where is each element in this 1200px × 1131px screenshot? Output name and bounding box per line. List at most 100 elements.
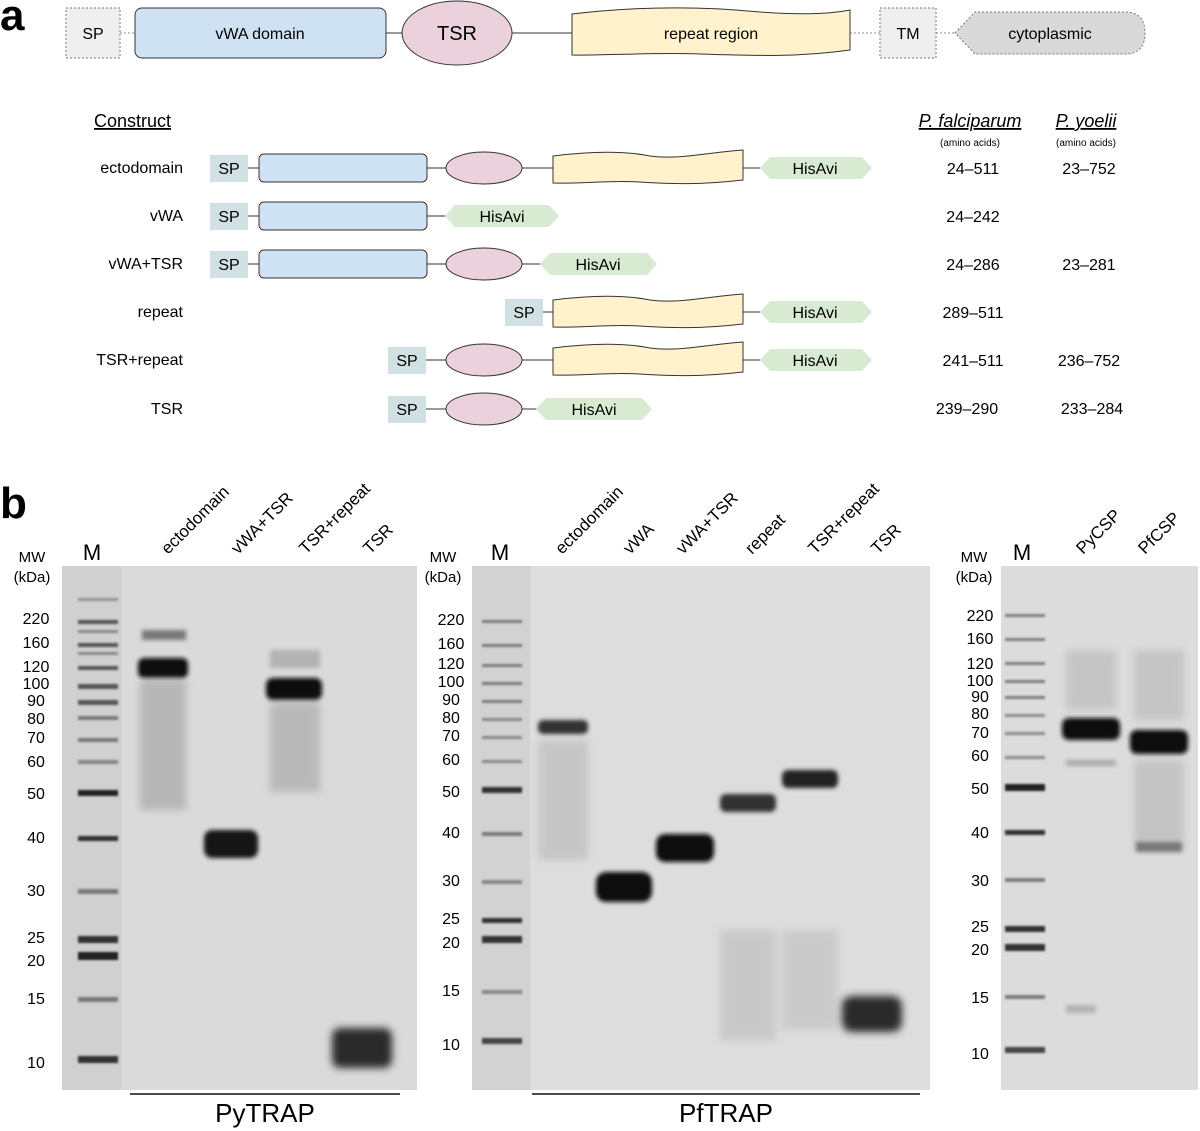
mw-tick: 30 [27, 883, 45, 900]
tsr-block [445, 151, 523, 185]
construct-name: vWA+TSR [108, 256, 183, 273]
construct-row-repeat: repeat SP HisAvi 289–511 [138, 293, 1004, 329]
construct-name: ectodomain [100, 160, 183, 177]
marker-bands [78, 598, 118, 1063]
pf-range: 24–242 [946, 209, 999, 226]
repeat-block [552, 293, 744, 329]
mw-tick: 40 [27, 830, 45, 847]
hisavi-tag-label: HisAvi [479, 209, 524, 226]
sp-tag-label: SP [396, 353, 417, 370]
sample-bands [138, 630, 392, 1068]
pf-range: 241–511 [942, 353, 1003, 370]
mw-tick: 30 [442, 873, 460, 890]
repeat-region-label: repeat region [664, 26, 758, 43]
mw-tick: 25 [442, 911, 460, 928]
repeat-block [552, 341, 744, 377]
pf-range: 289–511 [942, 305, 1003, 322]
sample-bands [1062, 650, 1188, 1013]
mw-tick: 15 [971, 990, 989, 1007]
mw-tick: 80 [27, 711, 45, 728]
mw-label: MW [430, 549, 457, 566]
gel-title: PfTRAP [679, 1098, 773, 1128]
mw-tick: 160 [23, 635, 50, 652]
mw-tick: 20 [442, 935, 460, 952]
mw-tick: 10 [442, 1037, 460, 1054]
sp-tag [210, 155, 248, 182]
vwa-block [258, 249, 428, 279]
hisavi-tag [540, 253, 657, 275]
mw-tick: 160 [438, 636, 465, 653]
mw-ticks: 220 160 120 100 90 80 70 60 50 40 30 25 … [23, 611, 50, 1072]
mw-tick: 90 [971, 689, 989, 706]
lane-label: PfCSP [1134, 508, 1184, 558]
mw-tick: 120 [438, 656, 465, 673]
mw-label: MW [19, 549, 46, 566]
lane-label: vWA [619, 519, 658, 558]
sp-tag [388, 396, 426, 423]
py-aa-note: (amino acids) [1056, 138, 1116, 149]
tsr-block [445, 343, 523, 377]
repeat-region [571, 7, 851, 56]
marker-lane-label: M [1013, 540, 1031, 565]
py-range: 233–284 [1061, 401, 1123, 418]
sample-bands [538, 720, 902, 1040]
construct-row-vwa: vWA SP HisAvi 24–242 [150, 201, 1000, 231]
mw-tick: 100 [23, 676, 50, 693]
sp-tag [388, 347, 426, 374]
vwa-block [258, 153, 428, 183]
sp-tag [505, 299, 543, 326]
vwa-block [258, 201, 428, 231]
mw-tick: 60 [442, 752, 460, 769]
hisavi-tag-label: HisAvi [792, 161, 837, 178]
hisavi-tag [536, 398, 652, 420]
mw-tick: 120 [967, 656, 994, 673]
sp-tag-label: SP [396, 402, 417, 419]
construct-row-tsr: TSR SP HisAvi 239–290 233–284 [151, 392, 1123, 426]
mw-unit-label: (kDa) [425, 569, 462, 586]
hisavi-tag-label: HisAvi [571, 402, 616, 419]
mw-tick: 120 [23, 659, 50, 676]
marker-bands [1005, 614, 1045, 1053]
repeat-block [552, 149, 744, 185]
tsr-block [445, 392, 523, 426]
construct-name: vWA [150, 208, 184, 225]
lane-label: ectodomain [157, 482, 233, 558]
construct-header: Construct [94, 111, 171, 131]
domain-architecture: SP vWA domain TSR repeat region TM cytop… [65, 0, 1146, 66]
mw-ticks: 220 160 120 100 90 80 70 60 50 40 30 25 … [967, 608, 994, 1063]
mw-unit-label: (kDa) [14, 569, 51, 586]
lane-label: PyCSP [1072, 506, 1124, 558]
py-range: 23–752 [1062, 161, 1115, 178]
lane-label: TSR [867, 520, 904, 557]
construct-name: TSR+repeat [96, 352, 183, 369]
mw-tick: 70 [971, 725, 989, 742]
mw-tick: 60 [971, 748, 989, 765]
mw-tick: 90 [27, 693, 45, 710]
py-header: P. yoelii [1056, 111, 1118, 131]
lane-label: vWA+TSR [672, 488, 741, 557]
py-range: 236–752 [1058, 353, 1120, 370]
sp-domain-label: SP [82, 26, 103, 43]
gel-pytrap: MW (kDa) M ectodomain vWA+TSR TSR+repeat… [14, 479, 417, 1128]
mw-tick: 15 [442, 983, 460, 1000]
tm-domain-label: TM [896, 26, 919, 43]
mw-tick: 10 [971, 1046, 989, 1063]
marker-lane-label: M [491, 540, 509, 565]
mw-tick: 20 [971, 942, 989, 959]
hisavi-tag-label: HisAvi [792, 305, 837, 322]
sp-tag-label: SP [218, 161, 239, 178]
mw-tick: 40 [971, 825, 989, 842]
gel-csp: MW (kDa) M PyCSP PfCSP 220 160 120 100 9… [956, 506, 1198, 1090]
mw-tick: 25 [27, 930, 45, 947]
lane-label: ectodomain [551, 482, 627, 558]
construct-name: repeat [138, 304, 184, 321]
mw-tick: 220 [438, 612, 465, 629]
py-range: 23–281 [1062, 257, 1115, 274]
marker-bands [482, 620, 522, 1044]
mw-label: MW [961, 549, 988, 566]
sp-tag-label: SP [513, 305, 534, 322]
mw-tick: 80 [442, 710, 460, 727]
gel-title: PyTRAP [215, 1098, 315, 1128]
mw-tick: 60 [27, 754, 45, 771]
construct-name: TSR [151, 401, 183, 418]
